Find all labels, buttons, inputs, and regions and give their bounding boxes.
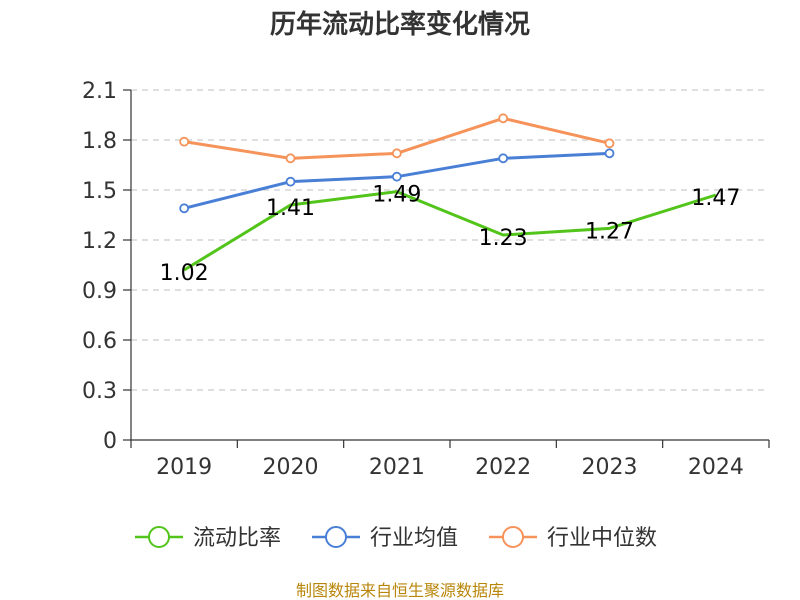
x-tick-label: 2024	[688, 455, 744, 480]
data-label: 1.02	[160, 261, 209, 286]
y-axis: 0 0.3 0.6 0.9 1.2 1.5 1.8 2.1	[82, 79, 132, 454]
data-point[interactable]	[604, 138, 615, 149]
data-point[interactable]	[285, 153, 296, 164]
chart-title: 历年流动比率变化情况	[270, 9, 530, 40]
data-point[interactable]	[498, 113, 509, 124]
y-tick-label: 1.8	[82, 129, 117, 154]
legend-label[interactable]: 行业均值	[370, 526, 458, 551]
grid-lines	[131, 89, 769, 391]
x-tick-label: 2023	[582, 455, 638, 480]
data-label: 1.23	[479, 226, 528, 251]
y-tick-label: 0.6	[82, 329, 117, 354]
data-point[interactable]	[498, 153, 509, 164]
data-label: 1.47	[691, 186, 740, 211]
legend-marker	[502, 526, 524, 548]
data-point[interactable]	[604, 148, 615, 159]
y-tick-label: 2.1	[82, 79, 117, 104]
legend-marker	[148, 526, 170, 548]
x-tick-label: 2022	[475, 455, 531, 480]
source-note: 制图数据来自恒生聚源数据库	[296, 581, 504, 600]
y-tick-label: 0.9	[82, 279, 117, 304]
legend[interactable]: 流动比率 行业均值 行业中位数	[135, 526, 657, 551]
data-point[interactable]	[391, 171, 402, 182]
y-tick-label: 0.3	[82, 379, 117, 404]
legend-label[interactable]: 流动比率	[193, 526, 281, 551]
y-tick-label: 1.2	[82, 229, 117, 254]
data-label: 1.49	[372, 183, 421, 208]
x-axis: 2019 2020 2021 2022 2023 2024	[130, 439, 770, 480]
data-point[interactable]	[179, 136, 190, 147]
series-group	[179, 113, 717, 272]
series-line-0	[183, 190, 717, 272]
data-labels: 1.02 1.41 1.49 1.23 1.27 1.47	[160, 183, 741, 286]
y-tick-label: 1.5	[82, 179, 117, 204]
x-tick-label: 2021	[369, 455, 425, 480]
y-tick-label: 0	[103, 429, 117, 454]
data-point[interactable]	[179, 203, 190, 214]
data-point[interactable]	[391, 148, 402, 159]
data-label: 1.41	[266, 196, 315, 221]
x-tick-label: 2020	[263, 455, 319, 480]
legend-label[interactable]: 行业中位数	[547, 526, 657, 551]
data-point[interactable]	[285, 176, 296, 187]
legend-marker	[325, 526, 347, 548]
data-label: 1.27	[585, 219, 634, 244]
x-tick-label: 2019	[156, 455, 212, 480]
